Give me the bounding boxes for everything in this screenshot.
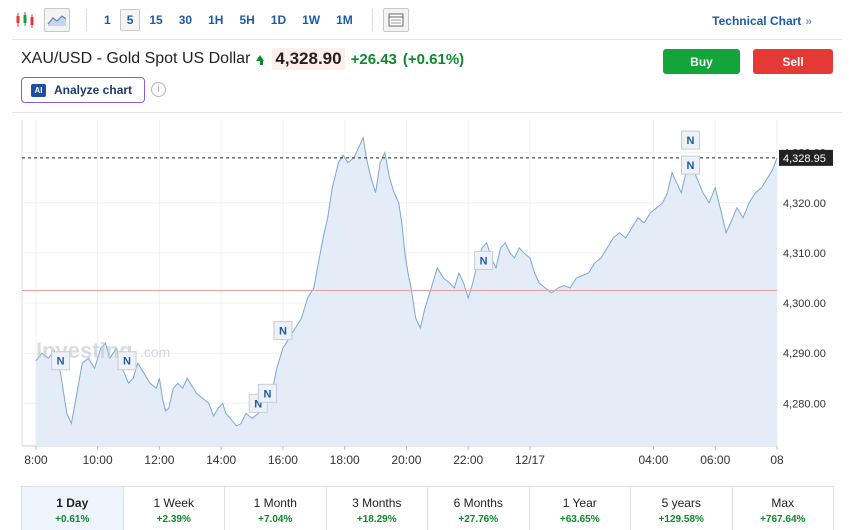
instrument-name: XAU/USD - Gold Spot US Dollar bbox=[21, 50, 251, 67]
y-tick-label: 4,300.00 bbox=[783, 298, 826, 310]
candlestick-icon[interactable] bbox=[12, 8, 38, 32]
timeframe-5[interactable]: 5 bbox=[119, 8, 141, 31]
period-label: 1 Month bbox=[253, 496, 297, 510]
toolbar-divider bbox=[86, 8, 87, 31]
news-marker-label: N bbox=[687, 160, 695, 172]
y-tick-label: 4,290.00 bbox=[783, 348, 826, 360]
news-marker-label: N bbox=[123, 356, 131, 368]
period-tab[interactable]: 6 Months +27.76% bbox=[428, 487, 530, 530]
instrument-header: XAU/USD - Gold Spot US Dollar 4,328.90 +… bbox=[21, 48, 464, 70]
x-tick-label: 20:00 bbox=[391, 453, 421, 467]
period-label: 5 years bbox=[661, 496, 701, 510]
period-tab[interactable]: 1 Week +2.39% bbox=[124, 487, 225, 530]
price-line bbox=[35, 135, 778, 427]
news-marker-label: N bbox=[57, 356, 65, 368]
table-icon[interactable] bbox=[382, 7, 409, 32]
ai-icon: AI bbox=[31, 83, 46, 97]
timeframe-1w[interactable]: 1W bbox=[302, 12, 321, 27]
sell-button[interactable]: Sell bbox=[753, 49, 833, 74]
period-change: +7.04% bbox=[258, 514, 293, 525]
news-marker[interactable] bbox=[117, 351, 137, 371]
period-tab[interactable]: 1 Month +7.04% bbox=[225, 487, 327, 530]
timeframe-1d[interactable]: 1D bbox=[270, 12, 287, 27]
news-marker[interactable] bbox=[273, 321, 293, 341]
header-divider bbox=[12, 112, 842, 113]
timeframe-30[interactable]: 30 bbox=[178, 12, 193, 27]
y-tick-label: 4,310.00 bbox=[783, 248, 826, 260]
price-change-percent: (+0.61%) bbox=[402, 50, 465, 68]
timeframe-1m[interactable]: 1M bbox=[336, 12, 353, 27]
price-change: +26.43 bbox=[350, 50, 397, 68]
period-change: +18.29% bbox=[356, 514, 397, 525]
timeframe-15[interactable]: 15 bbox=[149, 12, 163, 27]
last-price-label: 4,328.95 bbox=[783, 153, 826, 165]
arrow-up-stem bbox=[260, 59, 264, 65]
news-marker[interactable] bbox=[474, 250, 494, 270]
timeframe-list: 1 5 15 30 1H 5H 1D 1W 1M bbox=[97, 8, 362, 31]
news-marker[interactable] bbox=[51, 351, 71, 371]
period-change: +0.61% bbox=[55, 514, 90, 525]
news-marker[interactable] bbox=[681, 155, 701, 175]
period-label: 3 Months bbox=[352, 496, 402, 510]
buy-button[interactable]: Buy bbox=[663, 49, 740, 74]
x-tick-label: 14:00 bbox=[206, 453, 236, 467]
news-marker-label: N bbox=[264, 388, 272, 400]
x-tick-label: 8:00 bbox=[24, 453, 48, 467]
performance-periods: 1 Day +0.61% 1 Week +2.39% 1 Month +7.04% 3 Mo… bbox=[21, 486, 834, 530]
price-area-fill bbox=[35, 137, 778, 446]
analyze-chart-button[interactable]: AI Analyze chart bbox=[21, 77, 145, 103]
period-change: +2.39% bbox=[156, 514, 191, 525]
period-tab[interactable]: Max +767.64% bbox=[733, 487, 834, 530]
x-tick-label: 22:00 bbox=[453, 453, 483, 467]
period-change: +27.76% bbox=[458, 514, 499, 525]
period-label: 6 Months bbox=[453, 496, 503, 510]
period-tab[interactable]: 1 Day +0.61% bbox=[22, 487, 124, 530]
timeframe-1h[interactable]: 1H bbox=[208, 12, 224, 27]
chart-toolbar: 1 5 15 30 1H 5H 1D 1W 1M Technical Chart» bbox=[12, 0, 842, 40]
news-marker-label: N bbox=[254, 398, 262, 410]
x-tick-label: 12/17 bbox=[515, 453, 545, 467]
x-tick-label: 08 bbox=[770, 453, 784, 467]
investing-watermark-suffix: .com bbox=[140, 344, 170, 360]
period-tab[interactable]: 3 Months +18.29% bbox=[327, 487, 428, 530]
period-change: +129.58% bbox=[658, 514, 704, 525]
y-tick-label: 4,280.00 bbox=[783, 398, 826, 410]
news-marker-label: N bbox=[687, 135, 695, 147]
news-marker[interactable] bbox=[681, 130, 701, 150]
info-icon[interactable]: i bbox=[151, 82, 166, 97]
period-label: 1 Week bbox=[153, 496, 194, 510]
timeframe-1[interactable]: 1 bbox=[104, 12, 111, 27]
y-tick-label: 4,320.00 bbox=[783, 198, 826, 210]
technical-chart-link[interactable]: Technical Chart» bbox=[712, 14, 812, 28]
technical-chart-label: Technical Chart bbox=[712, 14, 802, 28]
x-tick-label: 12:00 bbox=[144, 453, 174, 467]
timeframe-5h[interactable]: 5H bbox=[239, 12, 255, 27]
x-tick-label: 10:00 bbox=[83, 453, 113, 467]
last-price: 4,328.90 bbox=[272, 48, 345, 70]
area-chart-icon[interactable] bbox=[44, 7, 70, 32]
arrow-up-icon bbox=[256, 55, 265, 61]
x-tick-label: 04:00 bbox=[638, 453, 668, 467]
news-marker[interactable] bbox=[257, 383, 277, 403]
analyze-chart-label: Analyze chart bbox=[54, 83, 133, 97]
period-tab[interactable]: 1 Year +63.65% bbox=[530, 487, 631, 530]
last-price-tag bbox=[779, 149, 833, 166]
x-tick-label: 16:00 bbox=[268, 453, 298, 467]
period-label: 1 Year bbox=[562, 496, 597, 510]
news-marker-label: N bbox=[480, 255, 488, 267]
toolbar-divider bbox=[371, 8, 373, 31]
period-tab[interactable]: 5 years +129.58% bbox=[631, 487, 733, 530]
period-label: Max bbox=[771, 496, 795, 510]
news-marker-label: N bbox=[279, 326, 287, 338]
period-label: 1 Day bbox=[56, 496, 89, 510]
x-tick-label: 18:00 bbox=[330, 453, 360, 467]
period-change: +63.65% bbox=[559, 514, 600, 525]
period-change: +767.64% bbox=[760, 514, 806, 525]
x-tick-label: 06:00 bbox=[700, 453, 730, 467]
chevron-right-icon: » bbox=[805, 14, 812, 28]
